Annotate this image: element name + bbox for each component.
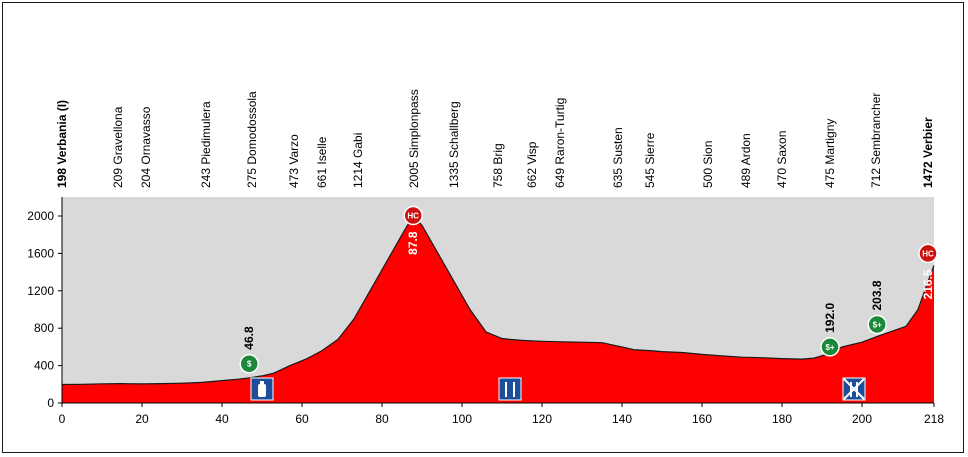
km-label: 203.8 [870,280,884,310]
badge-text: $+ [825,343,834,352]
hc-climb-marker: HC 216.5 [918,243,938,299]
location-label: 545 Sierre [643,132,657,188]
x-tick-label: 140 [612,412,632,426]
location-label: 662 Visp [525,141,539,188]
location-label: 758 Brig [491,143,505,188]
feed-zone-icon [498,377,522,401]
sprint-marker: $+ 203.8 [867,280,887,335]
x-tick-label: 0 [59,412,66,426]
y-tick-label: 2000 [27,209,54,223]
badge-text: $+ [873,320,882,329]
location-label: 2005 Simplonpass [407,89,421,188]
km-label: 216.5 [921,269,935,299]
badge-text: $ [247,360,252,369]
location-label: 198 Verbania (I) [55,100,69,188]
location-label: 635 Susten [611,127,625,188]
badge-text: HC [922,249,934,258]
climb-sprint-markers: HC 87.8 HC 216.5 $46.8 $+ 192.0 $+ 203.8 [239,205,938,374]
cross-line [843,378,865,400]
location-label: 649 Raron-Turtig [553,98,567,188]
hc-climb-marker: HC 87.8 [403,205,423,255]
bottle-shape [258,384,266,397]
x-tick-label: 80 [375,412,389,426]
no-feed-zone-icon [842,377,866,401]
hc-badge [403,205,423,226]
elevation-profile-area [62,215,934,403]
km-label: 87.8 [406,231,420,255]
icon-background [498,377,522,401]
y-tick-label: 800 [34,321,54,335]
badge-text: HC [407,212,419,221]
x-tick-label: 40 [215,412,229,426]
location-label: 489 Ardon [739,133,753,188]
y-axis-ticks: 0 400 800 1200 1600 2000 [27,209,62,410]
location-label: 470 Saxon [775,131,789,188]
location-label: 275 Domodossola [245,91,259,188]
sprint-badge [867,314,887,335]
x-tick-label: 60 [295,412,309,426]
sprint-badge [820,337,840,357]
location-label: 1335 Schallberg [447,101,461,188]
y-tick-label: 1600 [27,246,54,260]
location-label: 500 Sion [701,141,715,188]
y-tick-label: 400 [34,359,54,373]
elevation-profile-line [61,214,935,386]
y-tick-label: 1200 [27,284,54,298]
location-label: 204 Ornavasso [139,106,153,188]
sprint-badge [239,353,259,374]
x-tick-label: 160 [692,412,712,426]
location-label: 209 Gravellona [111,106,125,188]
y-tick-label: 0 [47,396,54,410]
x-tick-label: 218 [924,412,944,426]
x-tick-label: 120 [532,412,552,426]
sprint-marker: $+ 192.0 [820,303,840,357]
location-label: 1472 Verbier [921,117,935,188]
location-labels: 198 Verbania (I) 209 Gravellona 204 Ornava… [55,89,935,188]
axes [61,197,934,404]
x-tick-label: 20 [135,412,149,426]
km-label: 46.8 [242,326,256,350]
location-label: 475 Martigny [823,119,837,188]
x-tick-label: 180 [772,412,792,426]
location-label: 243 Piedimulera [199,101,213,188]
service-icons [250,377,866,401]
sprint-marker: $46.8 [239,326,259,374]
x-tick-label: 100 [452,412,472,426]
km-label: 192.0 [823,303,837,333]
x-tick-label: 200 [852,412,872,426]
hc-badge [918,243,938,264]
location-label: 473 Varzo [287,134,301,188]
bottle-cap [260,381,264,384]
location-label: 661 Iselle [315,136,329,188]
location-label: 1214 Gabi [351,133,365,188]
water-bottle-icon [250,377,274,401]
location-label: 712 Sembrancher [869,93,883,188]
x-axis-ticks: 0 20 40 60 80 100 120 140 160 180 200 218 [59,403,944,426]
